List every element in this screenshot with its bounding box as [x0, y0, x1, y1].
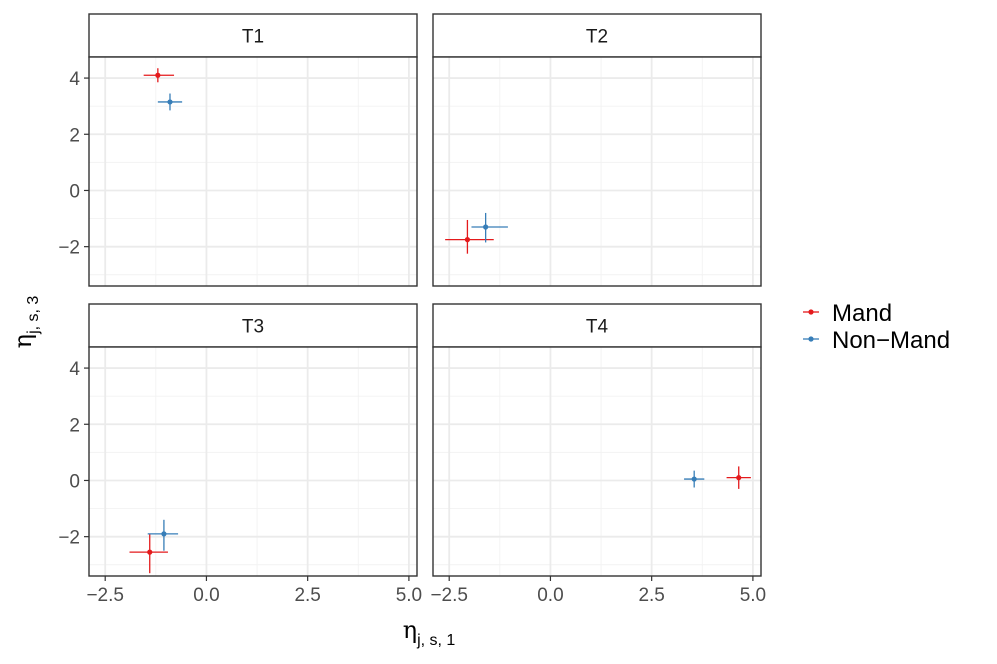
point-marker	[161, 531, 167, 537]
legend-item: Non−Mand	[803, 327, 950, 354]
facet-strip	[88, 13, 418, 58]
x-tick-label: −2.5	[430, 585, 468, 606]
plot-panel	[89, 57, 417, 286]
plot-panel	[433, 347, 761, 576]
y-tick-label: 2	[69, 415, 80, 436]
data-point-non-mand	[147, 519, 179, 551]
y-tick-label: 2	[69, 125, 80, 146]
facet-strip-label: T1	[242, 27, 264, 48]
facet-panel-t3: T3 −2 0 2 4 −2.5 0.0 2.5 5.0	[58, 303, 422, 606]
facet-strip	[432, 13, 762, 58]
x-axis-symbol: η	[403, 616, 417, 644]
point-marker	[691, 476, 697, 482]
facet-panel-t2: T2	[432, 13, 762, 287]
legend-label: Non−Mand	[832, 327, 950, 354]
x-tick-label: 0.0	[537, 585, 563, 606]
y-tick-label: 0	[69, 471, 80, 492]
x-axis-subscript: j, s, 1	[416, 632, 455, 649]
plot-panel	[433, 57, 761, 286]
y-axis-title: ηj, s, 3	[9, 296, 42, 349]
data-point-non-mand	[684, 470, 705, 488]
y-tick-label: 0	[69, 181, 80, 202]
panel-border	[88, 346, 418, 577]
panel-border	[432, 56, 762, 287]
x-tick-label: 5.0	[396, 585, 422, 606]
point-marker	[155, 72, 161, 78]
point-marker	[167, 99, 173, 105]
panel-border	[432, 346, 762, 577]
facet-panel-t1: T1 −2 0 2 4	[58, 13, 418, 287]
x-tick-label: 2.5	[638, 585, 664, 606]
data-point-mand	[129, 533, 168, 574]
data-point-non-mand	[471, 212, 508, 243]
x-axis-title: ηj, s, 1	[403, 616, 456, 649]
point-marker	[147, 549, 153, 555]
x-tick-label: 5.0	[740, 585, 766, 606]
data-point-mand	[143, 68, 175, 83]
legend-key-point	[808, 336, 814, 342]
facet-strip-label: T4	[586, 317, 609, 338]
plot-panel	[89, 347, 417, 576]
y-axis-symbol: η	[9, 334, 37, 348]
facet-panel-t4: T4 −2.5 0.0 2.5 5.0	[430, 303, 766, 606]
data-point-mand	[726, 466, 751, 489]
point-marker	[483, 224, 489, 230]
panel-border	[88, 56, 418, 287]
x-tick-label: 0.0	[193, 585, 219, 606]
y-axis-subscript: j, s, 3	[25, 296, 42, 335]
y-tick-label: −2	[58, 528, 80, 549]
data-point-non-mand	[157, 93, 183, 111]
x-tick-label: 2.5	[294, 585, 320, 606]
legend-label: Mand	[832, 300, 892, 327]
x-tick-label: −2.5	[86, 585, 124, 606]
y-tick-label: 4	[69, 69, 80, 90]
legend-key-point	[808, 309, 814, 315]
facet-strip-label: T3	[242, 317, 264, 338]
facet-strip	[432, 303, 762, 348]
y-tick-label: 4	[69, 359, 80, 380]
point-marker	[736, 475, 742, 481]
y-tick-label: −2	[58, 238, 80, 259]
legend-item: Mand	[803, 300, 892, 327]
point-marker	[464, 237, 471, 243]
facet-strip-label: T2	[586, 27, 608, 48]
